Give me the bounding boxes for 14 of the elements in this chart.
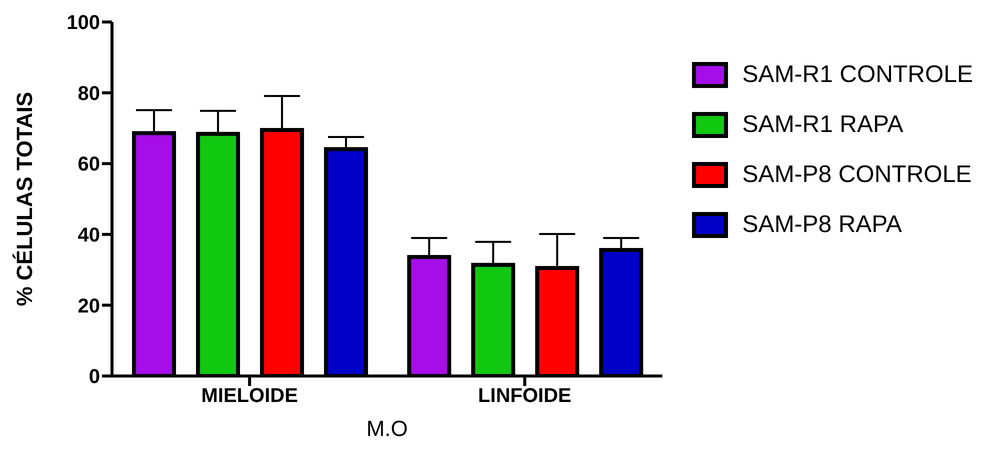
x-axis-title: M.O bbox=[366, 416, 408, 441]
y-tick-label: 20 bbox=[78, 295, 100, 318]
y-tick-label: 40 bbox=[78, 224, 100, 246]
y-axis-title: % CÉLULAS TOTAIS bbox=[12, 92, 37, 306]
y-tick-label: 80 bbox=[78, 82, 100, 105]
legend-label: SAM-P8 CONTROLE bbox=[742, 161, 972, 189]
y-tick-label: 100 bbox=[66, 12, 100, 34]
legend-label: SAM-R1 CONTROLE bbox=[742, 61, 973, 89]
y-tick-label: 60 bbox=[78, 154, 100, 176]
legend-label: SAM-R1 RAPA bbox=[742, 111, 904, 139]
x-tick-label: MIELOIDE bbox=[201, 385, 298, 408]
x-tick-label: LINFOIDE bbox=[478, 385, 572, 408]
y-tick-label: 0 bbox=[88, 366, 100, 388]
legend-label: SAM-P8 RAPA bbox=[742, 211, 902, 239]
